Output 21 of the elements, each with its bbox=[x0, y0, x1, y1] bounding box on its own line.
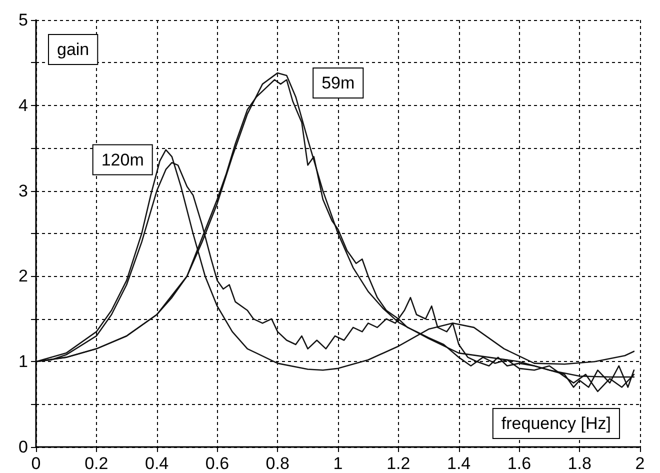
x-tick-label: 1 bbox=[333, 454, 343, 473]
y-tick-label: 1 bbox=[18, 352, 28, 372]
x-tick-label: 0.4 bbox=[144, 454, 169, 473]
y-axis-title: gain bbox=[57, 40, 90, 59]
y-tick-label: 3 bbox=[18, 181, 28, 200]
x-tick-label: 0.6 bbox=[205, 454, 230, 473]
annotation: 120m bbox=[101, 150, 144, 170]
x-tick-label: 0.2 bbox=[84, 454, 108, 473]
x-tick-label: 0 bbox=[31, 454, 41, 473]
y-tick-label: 4 bbox=[18, 96, 28, 115]
x-tick-label: 1.8 bbox=[568, 454, 592, 473]
y-tick-label: 5 bbox=[18, 10, 28, 30]
annotation: 59m bbox=[322, 73, 355, 92]
x-tick-label: 1.6 bbox=[507, 454, 532, 473]
y-tick-label: 0 bbox=[18, 438, 28, 456]
y-tick-label: 2 bbox=[18, 266, 28, 286]
x-tick-label: 1.2 bbox=[386, 454, 410, 473]
x-tick-label: 2 bbox=[635, 454, 645, 473]
x-axis-title: frequency [Hz] bbox=[501, 414, 612, 433]
x-tick-label: 0.8 bbox=[266, 454, 290, 473]
x-tick-label: 1.4 bbox=[446, 454, 471, 473]
